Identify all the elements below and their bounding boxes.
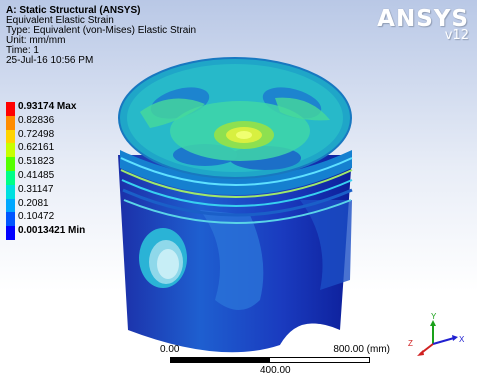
legend-value: 0.2081 (18, 197, 49, 209)
scale-mid-label: 400.00 (260, 365, 291, 373)
legend-value: 0.10472 (18, 211, 55, 223)
scale-bar (170, 357, 370, 363)
result-time: Time: 1 (6, 45, 39, 56)
legend-swatch (6, 170, 15, 185)
legend-swatch (6, 212, 15, 227)
result-date: 25-Jul-16 10:56 PM (6, 55, 94, 66)
coordinate-triad[interactable]: Y X Z (398, 312, 468, 362)
legend-swatch (6, 102, 15, 116)
result-type: Type: Equivalent (von-Mises) Elastic Str… (6, 25, 197, 36)
legend-swatch (6, 129, 15, 144)
triad-y-label: Y (431, 312, 437, 321)
result-header: A: Static Structural (ANSYS) Equivalent … (6, 6, 196, 66)
analysis-title: A: Static Structural (ANSYS) (6, 5, 141, 16)
logo-brand: ANSYS (377, 6, 469, 32)
legend-swatch (6, 157, 15, 171)
logo-version: v12 (444, 28, 469, 43)
triad-z-label: Z (408, 339, 413, 348)
legend-value: 0.72498 (18, 128, 55, 140)
scale-start-label: 0.00 (160, 344, 180, 355)
legend-value: 0.62161 (18, 142, 55, 154)
ansys-logo: ANSYS v12 (377, 6, 469, 43)
legend-swatch (6, 198, 15, 213)
legend-value: 0.0013421 Min (18, 225, 86, 237)
legend-swatch (6, 115, 15, 130)
legend-swatch (6, 143, 15, 158)
legend-swatch (6, 184, 15, 199)
legend-value: 0.51823 (18, 156, 55, 168)
legend-value: 0.82836 (18, 114, 55, 126)
result-name: Equivalent Elastic Strain (6, 15, 114, 26)
legend-value: 0.93174 Max (18, 101, 77, 112)
legend-value: 0.41485 (18, 169, 55, 181)
scale-end-label: 800.00 (mm) (333, 344, 390, 355)
scale-ruler: 0.00 800.00 (mm) 400.00 (160, 344, 390, 373)
result-unit: Unit: mm/mm (6, 35, 66, 46)
legend-value: 0.31147 (18, 183, 54, 195)
legend-swatch (6, 226, 15, 240)
triad-x-label: X (459, 335, 465, 344)
